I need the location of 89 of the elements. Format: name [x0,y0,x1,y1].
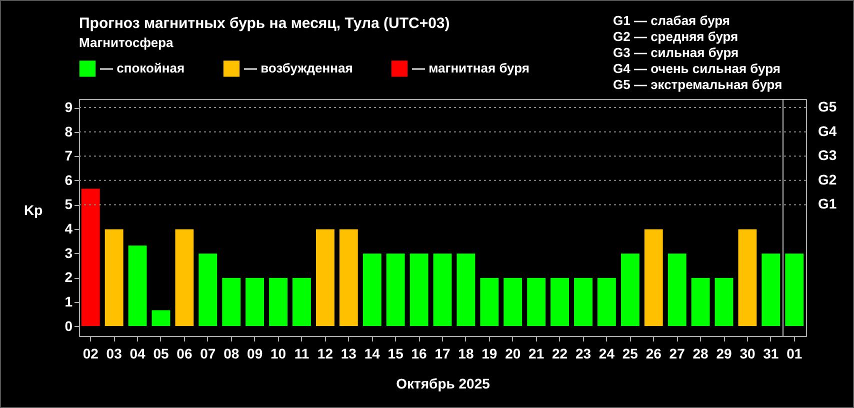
bar [174,228,194,327]
bar [761,253,781,327]
y-tick-label: 7 [64,148,73,164]
legend-title: Магнитосфера [79,35,174,50]
x-tick-label: 16 [411,346,428,362]
x-tick-label: 23 [575,346,592,362]
x-tick-label: 22 [552,346,568,362]
bar [574,277,593,327]
ref-line-label: G3 [818,147,837,164]
x-tick-label: 01 [786,346,802,362]
bar [80,188,100,327]
x-tick-label: 08 [224,346,240,362]
x-tick-label: 14 [364,346,380,362]
bar [644,228,664,327]
bar [104,228,124,327]
x-tick-label: 28 [692,346,709,362]
bar [362,253,382,327]
bar [667,253,687,327]
text: G5 — экстремальная буря [613,77,782,93]
x-tick-label: 27 [669,346,686,362]
x-tick-label: 07 [200,346,216,362]
y-tick-label: 6 [64,172,73,188]
y-tick-label: 1 [64,293,73,310]
bar [128,245,148,327]
x-tick-label: 12 [317,346,334,362]
y-tick-label: 0 [64,318,73,334]
ref-line-label: G1 [818,196,837,212]
bar [620,253,640,327]
bar [784,253,804,327]
x-tick-label: 18 [458,346,474,362]
bar [456,253,476,327]
bar [596,277,616,327]
text: G1 — слабая буря [613,13,732,29]
text: G2 — средняя буря [613,29,740,45]
y-tick-label: 3 [64,244,73,261]
y-tick-label: 5 [64,196,73,212]
chart-title: Прогноз магнитных бурь на месяц, Тула (UTC+03) [79,15,450,32]
x-tick-label: 03 [106,346,122,362]
legend-label: — возбужденная [244,60,353,76]
legend-label: — спокойная [100,60,185,76]
y-axis-title: Kp [24,202,43,218]
bar [526,277,546,327]
bar [222,277,242,327]
bar [338,228,358,327]
bar [690,277,710,327]
x-axis-title: Октябрь 2025 [396,376,490,392]
bar [386,253,406,327]
bar [151,310,171,327]
ref-line-label: G4 [818,122,837,139]
x-tick-label: 21 [528,346,544,362]
bar [198,253,218,327]
text: G3 — сильная буря [613,45,740,61]
x-tick-label: 04 [130,346,146,362]
bar [315,228,335,327]
bar [432,253,452,327]
y-tick-label: 2 [64,269,73,286]
x-tick-label: 15 [388,346,404,362]
x-tick-label: 31 [763,346,779,362]
x-tick-label: 29 [716,346,732,362]
x-tick-label: 26 [646,346,662,362]
bar [268,277,288,327]
y-tick-label: 9 [64,99,73,116]
bar [714,277,734,327]
x-tick-label: 25 [622,346,638,362]
x-tick-label: 19 [482,346,498,362]
x-tick-label: 10 [270,346,286,362]
x-tick-label: 09 [247,346,263,362]
x-tick-label: 17 [434,346,450,362]
x-tick-label: 30 [740,346,756,362]
x-tick-label: 06 [176,346,192,362]
legend-label: — магнитная буря [412,60,530,76]
x-tick-label: 13 [340,346,357,362]
bar [409,253,429,327]
bar [245,277,265,327]
ref-line-label: G5 [818,98,837,115]
ref-line-label: G2 [818,171,837,188]
bar [738,228,758,327]
bar [503,277,523,327]
x-tick-label: 20 [505,346,521,362]
bar [550,277,570,327]
x-tick-label: 24 [598,346,615,362]
y-tick-label: 4 [64,220,73,237]
x-tick-label: 11 [294,346,310,362]
text: G4 — очень сильная буря [613,61,782,77]
y-tick-label: 8 [64,123,73,140]
bar [480,277,500,327]
bar [292,277,312,327]
x-tick-label: 02 [82,346,99,362]
x-tick-label: 05 [153,346,169,362]
